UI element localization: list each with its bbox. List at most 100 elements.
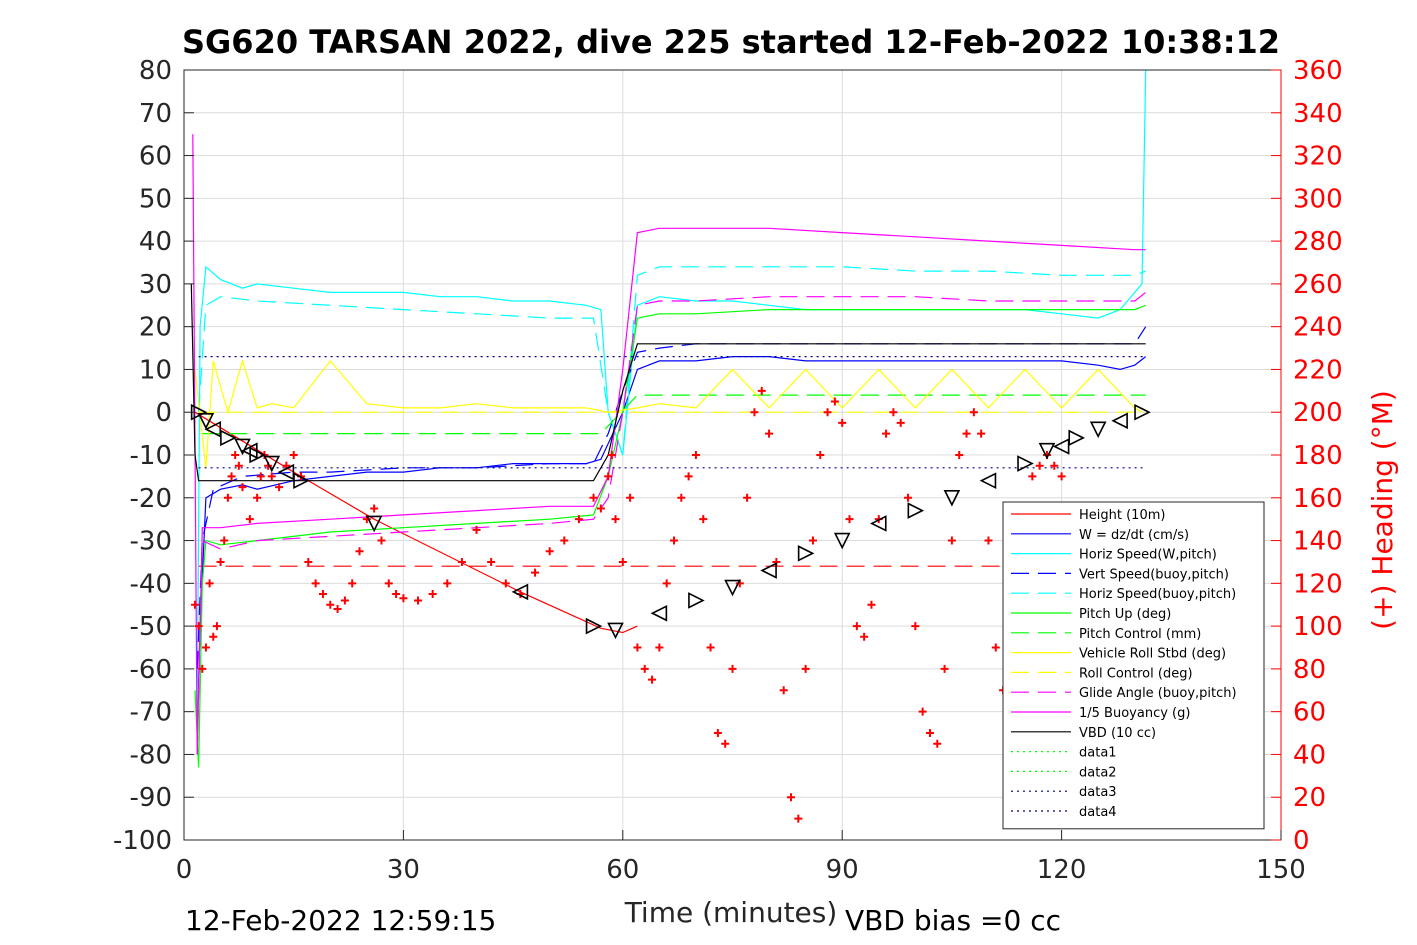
heading-point (962, 429, 971, 438)
series-line-1 (196, 356, 1147, 734)
heading-point (304, 557, 313, 566)
heading-point (882, 429, 891, 438)
profile-marker (833, 532, 851, 550)
heading-point (370, 504, 379, 513)
heading-point (589, 493, 598, 502)
heading-point (706, 643, 715, 652)
right-tick-label: 120 (1293, 569, 1343, 599)
legend-entry: data1 (1079, 746, 1117, 761)
left-tick-label: -40 (130, 569, 172, 599)
left-tick-label: 10 (139, 355, 172, 385)
series-line-6 (202, 394, 1146, 435)
legend-entry: W = dz/dt (cm/s) (1079, 528, 1189, 543)
left-tick-label: 60 (139, 142, 172, 172)
x-axis-label: Time (minutes) (624, 896, 838, 929)
left-tick-label: 50 (139, 184, 172, 214)
profile-marker (249, 446, 266, 464)
heading-point (684, 472, 693, 481)
legend-entry: Vehicle Roll Stbd (deg) (1079, 647, 1226, 662)
heading-point (501, 579, 510, 588)
right-tick-label: 160 (1293, 484, 1343, 514)
heading-point (223, 493, 232, 502)
right-tick-label: 260 (1293, 270, 1343, 300)
profile-marker (1017, 455, 1034, 472)
left-tick-label: -80 (130, 740, 172, 770)
heading-point (457, 557, 466, 566)
legend-entry: data2 (1079, 765, 1117, 780)
profile-marker (760, 562, 777, 579)
heading-point (209, 632, 218, 641)
heading-point (275, 483, 284, 492)
profile-marker (263, 455, 281, 473)
heading-point (531, 568, 540, 577)
heading-point (399, 594, 408, 603)
heading-point (238, 483, 247, 492)
left-tick-label: -60 (130, 655, 172, 685)
heading-point (808, 536, 817, 545)
heading-point (911, 622, 920, 631)
legend: Height (10m) W = dz/dt (cm/s) Horiz Speed(… (1002, 501, 1265, 830)
heading-point (443, 579, 452, 588)
heading-point (1028, 472, 1037, 481)
right-tick-label: 140 (1293, 527, 1343, 557)
x-tick-label: 90 (826, 855, 859, 885)
heading-point (607, 451, 616, 459)
profile-marker (979, 472, 997, 489)
x-tick-label: 150 (1256, 855, 1306, 885)
heading-point (691, 451, 700, 459)
heading-point (896, 418, 905, 427)
left-tick-label: -10 (130, 441, 172, 471)
right-tick-label: 300 (1293, 184, 1343, 214)
footer-timestamp: 12-Feb-2022 12:59:15 (185, 904, 496, 937)
heading-point (384, 579, 393, 588)
heading-point (845, 515, 854, 524)
heading-point (904, 493, 913, 502)
series-line-4 (198, 266, 1146, 456)
heading-point (699, 515, 708, 524)
heading-point (472, 525, 481, 534)
heading-point (925, 729, 934, 738)
profile-marker (293, 472, 310, 489)
heading-point (392, 590, 401, 599)
x-tick-label: 60 (606, 855, 639, 885)
heading-point (227, 472, 236, 481)
heading-point (289, 451, 298, 459)
right-tick-label: 100 (1293, 612, 1343, 642)
legend-entry: data4 (1079, 805, 1117, 820)
profile-marker (1052, 438, 1070, 455)
heading-point (326, 600, 335, 609)
left-tick-label: -30 (130, 527, 172, 557)
left-tick-label: 70 (139, 99, 172, 129)
legend-entry: 1/5 Buoyancy (g) (1079, 706, 1190, 721)
heading-point (918, 707, 927, 716)
heading-point (648, 675, 657, 684)
heading-point (867, 600, 876, 609)
heading-point (794, 814, 803, 823)
heading-point (933, 739, 942, 748)
profile-marker (204, 421, 222, 438)
heading-point (713, 729, 722, 738)
heading-point (245, 515, 254, 524)
heading-point (801, 664, 810, 673)
profile-marker (1134, 403, 1151, 421)
heading-point (220, 536, 229, 545)
heading-point (852, 622, 861, 631)
heading-point (198, 664, 207, 673)
left-tick-label: -100 (113, 826, 172, 856)
heading-point (984, 536, 993, 545)
legend-entry: Roll Control (deg) (1079, 666, 1193, 681)
legend-entry: Glide Angle (buoy,pitch) (1079, 686, 1237, 701)
legend-entry: data3 (1079, 785, 1117, 800)
heading-point (231, 451, 240, 459)
heading-point (311, 579, 320, 588)
legend-entry: VBD (10 cc) (1079, 726, 1156, 741)
heading-point (947, 536, 956, 545)
right-tick-label: 360 (1293, 56, 1343, 86)
profile-marker (1038, 442, 1056, 460)
profile-marker (234, 438, 251, 456)
legend-entry: Pitch Control (mm) (1079, 627, 1201, 642)
heading-point (194, 622, 203, 631)
right-axis-label: (+) Heading (°M) (1366, 390, 1399, 630)
heading-point (216, 557, 225, 566)
